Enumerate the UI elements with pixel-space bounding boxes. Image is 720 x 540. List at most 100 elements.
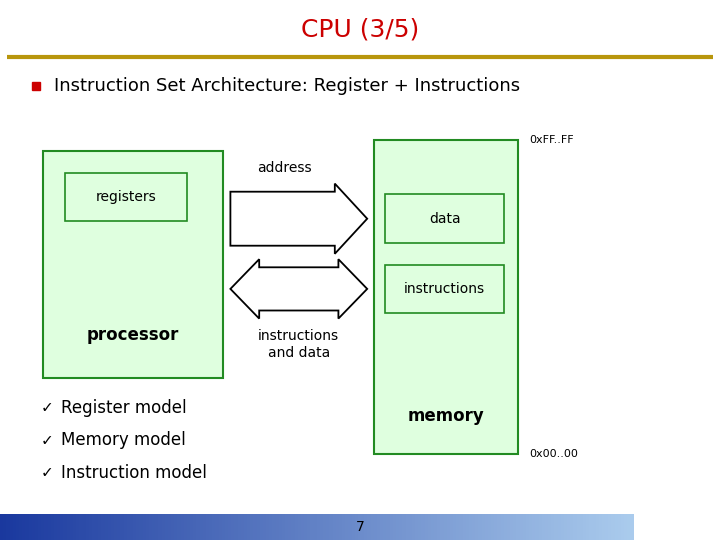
Bar bbox=[482, 514, 485, 540]
Bar bbox=[158, 514, 161, 540]
Bar bbox=[396, 514, 399, 540]
Polygon shape bbox=[230, 184, 367, 254]
Bar bbox=[149, 514, 152, 540]
Bar bbox=[32, 514, 35, 540]
Bar bbox=[9, 514, 13, 540]
Bar bbox=[266, 514, 269, 540]
Bar bbox=[367, 514, 371, 540]
Bar bbox=[390, 514, 393, 540]
Bar bbox=[428, 514, 431, 540]
Bar bbox=[222, 514, 225, 540]
Bar bbox=[43, 151, 223, 378]
Text: ✓: ✓ bbox=[40, 400, 53, 415]
Text: processor: processor bbox=[87, 326, 179, 344]
Bar bbox=[19, 514, 22, 540]
Bar bbox=[145, 514, 149, 540]
Bar bbox=[294, 514, 298, 540]
Bar bbox=[545, 514, 548, 540]
Bar bbox=[478, 514, 482, 540]
Bar bbox=[235, 514, 238, 540]
Bar bbox=[456, 514, 459, 540]
Bar bbox=[358, 514, 361, 540]
Bar bbox=[554, 514, 557, 540]
Bar bbox=[339, 514, 342, 540]
Bar bbox=[143, 514, 145, 540]
Bar bbox=[3, 514, 6, 540]
Bar bbox=[421, 514, 425, 540]
Bar bbox=[504, 514, 507, 540]
Bar bbox=[453, 514, 456, 540]
Bar bbox=[462, 514, 466, 540]
Bar bbox=[29, 514, 32, 540]
Bar bbox=[181, 514, 184, 540]
Bar bbox=[156, 514, 158, 540]
Text: instructions: instructions bbox=[404, 282, 485, 296]
Bar bbox=[161, 514, 165, 540]
Bar bbox=[95, 514, 98, 540]
Bar bbox=[136, 514, 140, 540]
Bar bbox=[219, 514, 222, 540]
Bar bbox=[469, 514, 472, 540]
Bar bbox=[320, 514, 323, 540]
Bar bbox=[307, 514, 310, 540]
Bar bbox=[561, 514, 564, 540]
Bar bbox=[437, 514, 441, 540]
Bar bbox=[488, 514, 491, 540]
Text: ✓: ✓ bbox=[40, 433, 53, 448]
Bar bbox=[541, 514, 545, 540]
Bar bbox=[114, 514, 117, 540]
Bar bbox=[212, 514, 215, 540]
Bar bbox=[66, 514, 70, 540]
Bar bbox=[611, 514, 615, 540]
Bar bbox=[82, 514, 86, 540]
Bar bbox=[346, 514, 348, 540]
Bar bbox=[361, 514, 364, 540]
Bar bbox=[263, 514, 266, 540]
Bar bbox=[336, 514, 339, 540]
Bar bbox=[450, 514, 453, 540]
Bar bbox=[326, 514, 330, 540]
Bar bbox=[57, 514, 60, 540]
Bar bbox=[63, 514, 66, 540]
Bar bbox=[133, 514, 136, 540]
Bar bbox=[577, 514, 580, 540]
Bar bbox=[187, 514, 190, 540]
Bar bbox=[124, 514, 127, 540]
Text: 0xFF..FF: 0xFF..FF bbox=[529, 136, 574, 145]
Bar bbox=[441, 514, 444, 540]
Bar bbox=[120, 514, 124, 540]
Bar bbox=[380, 514, 383, 540]
Bar bbox=[631, 514, 634, 540]
Bar bbox=[425, 514, 428, 540]
Bar bbox=[251, 514, 253, 540]
Text: Instruction model: Instruction model bbox=[61, 463, 207, 482]
Bar bbox=[165, 514, 168, 540]
Bar bbox=[272, 514, 276, 540]
Bar bbox=[89, 514, 92, 540]
Bar bbox=[298, 514, 301, 540]
Bar bbox=[491, 514, 494, 540]
Bar bbox=[333, 514, 336, 540]
Bar bbox=[532, 514, 536, 540]
Bar bbox=[552, 514, 554, 540]
Text: Memory model: Memory model bbox=[61, 431, 186, 449]
Bar bbox=[415, 514, 418, 540]
Bar bbox=[177, 514, 181, 540]
Bar bbox=[564, 514, 567, 540]
Bar bbox=[231, 514, 235, 540]
Bar bbox=[418, 514, 421, 540]
Bar bbox=[168, 514, 171, 540]
Bar bbox=[475, 514, 478, 540]
Bar bbox=[567, 514, 570, 540]
Bar bbox=[523, 514, 526, 540]
Bar bbox=[516, 514, 520, 540]
Bar bbox=[288, 514, 292, 540]
Bar bbox=[285, 514, 288, 540]
Bar bbox=[409, 514, 412, 540]
Bar bbox=[593, 514, 595, 540]
Bar bbox=[434, 514, 437, 540]
Bar bbox=[557, 514, 561, 540]
Bar bbox=[41, 514, 45, 540]
Bar bbox=[472, 514, 475, 540]
Bar bbox=[215, 514, 219, 540]
